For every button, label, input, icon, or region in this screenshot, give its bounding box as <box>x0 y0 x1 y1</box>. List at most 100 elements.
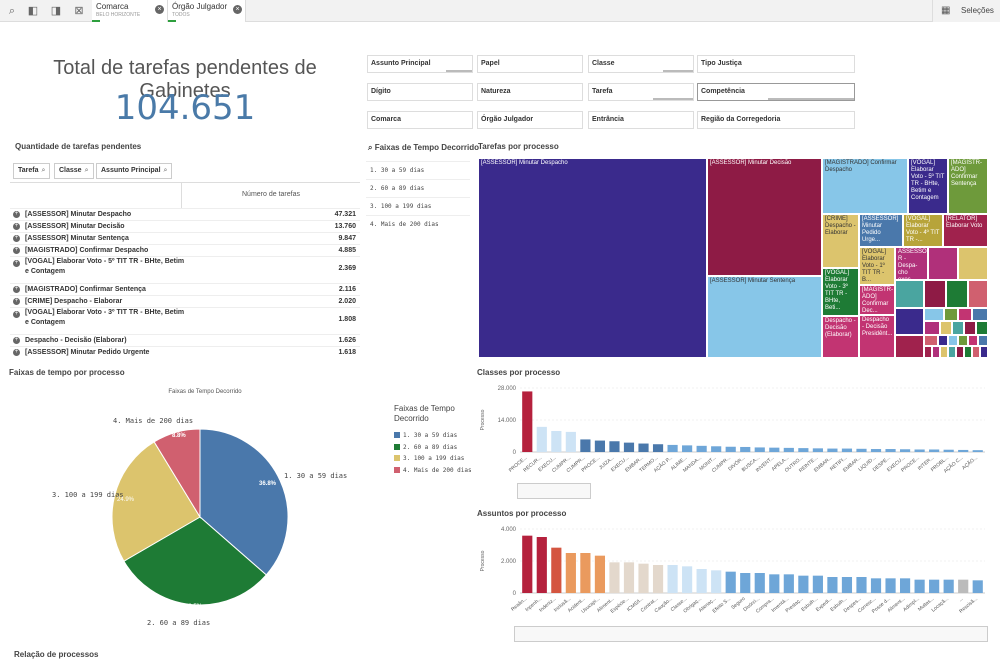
bar[interactable] <box>841 577 853 593</box>
expand-icon[interactable]: + <box>13 311 20 318</box>
filter-regi-o-da-corregedoria[interactable]: Região da Corregedoria <box>697 111 855 129</box>
bar[interactable] <box>522 535 533 593</box>
filter-natureza[interactable]: Natureza <box>477 83 583 101</box>
bar[interactable] <box>565 553 576 593</box>
filter-tarefa-button[interactable]: Tarefa ⌕ <box>13 163 51 179</box>
table-row[interactable]: + [ASSESSOR] Minutar Decisão 13.760 <box>10 220 360 231</box>
filter-assunto-principal[interactable]: Assunto Principal <box>367 55 473 73</box>
treemap-cell[interactable] <box>924 280 946 308</box>
treemap-cell[interactable]: [VOGAL] Elaborar Voto - 3º TIT TR - BHte… <box>822 268 859 316</box>
bar[interactable] <box>769 574 780 593</box>
bar[interactable] <box>899 449 911 452</box>
treemap-cell[interactable] <box>968 280 988 308</box>
bar[interactable] <box>929 449 940 452</box>
table-row[interactable]: + [CRIME] Despacho - Elaborar 2.020 <box>10 295 360 306</box>
filter-classe[interactable]: Classe <box>588 55 694 73</box>
selections-button[interactable]: ▦ Seleções <box>932 0 1000 22</box>
close-icon[interactable]: × <box>233 5 242 14</box>
treemap-cell[interactable] <box>924 346 932 358</box>
bar[interactable] <box>899 578 911 593</box>
smart-search-icon[interactable]: ⌕ <box>8 5 16 17</box>
treemap-cell[interactable] <box>924 335 938 346</box>
filter--rg-o-julgador[interactable]: Órgão Julgador <box>477 111 583 129</box>
treemap-cell[interactable] <box>946 280 968 308</box>
treemap-cell[interactable]: [VOGAL] Elaborar Voto - 4º TIT TR -... <box>903 214 943 247</box>
pie-slice[interactable] <box>199 428 289 576</box>
treemap-cell[interactable] <box>895 335 924 358</box>
treemap-cell[interactable] <box>958 335 968 346</box>
treemap-cell[interactable] <box>952 321 964 335</box>
clear-selections-icon[interactable]: ⊠ <box>74 5 84 17</box>
bar[interactable] <box>551 430 562 452</box>
treemap-cell[interactable]: [ASSESSOR] Minutar Decisão <box>707 158 822 276</box>
bar[interactable] <box>972 450 983 452</box>
selection-chip-comarca[interactable]: Comarca BELO HORIZONTE × <box>92 0 168 22</box>
bar[interactable] <box>958 449 969 452</box>
treemap-cell[interactable]: [ASSESSOR] Minutar Despacho <box>478 158 707 358</box>
bar[interactable] <box>638 443 649 452</box>
treemap-cell[interactable] <box>958 247 988 280</box>
treemap-cell[interactable] <box>938 335 948 346</box>
treemap-cell[interactable] <box>964 321 976 335</box>
assuntos-scrollbar[interactable] <box>514 626 988 642</box>
treemap-cell[interactable] <box>924 308 944 321</box>
treemap-cell[interactable] <box>944 308 958 321</box>
treemap-cell[interactable] <box>972 346 980 358</box>
table-row[interactable]: + [MAGISTRADO] Confirmar Sentença 2.116 <box>10 283 360 294</box>
classes-scrollbar[interactable] <box>517 483 591 499</box>
bar[interactable] <box>725 571 736 593</box>
treemap-cell[interactable]: Despacho - Decisão Presidênt... <box>859 315 895 358</box>
treemap-cell[interactable] <box>976 321 988 335</box>
filter-classe-button[interactable]: Classe ⌕ <box>54 163 94 179</box>
close-icon[interactable]: × <box>155 5 164 14</box>
bar[interactable] <box>565 431 576 452</box>
column-header[interactable]: Número de tarefas <box>181 182 360 208</box>
step-forward-icon[interactable]: ◨ <box>50 5 62 17</box>
filter-comarca[interactable]: Comarca <box>367 111 473 129</box>
bar[interactable] <box>841 448 853 452</box>
treemap-cell[interactable]: ASSESSO-R - Despa-cho exec... <box>895 247 928 280</box>
expand-icon[interactable]: + <box>13 211 20 218</box>
bar[interactable] <box>783 447 794 452</box>
treemap-cell[interactable] <box>958 308 972 321</box>
table-row[interactable]: + [VOGAL] Elaborar Voto - 5º TIT TR - BHt… <box>10 256 360 282</box>
filter-tarefa[interactable]: Tarefa <box>588 83 694 101</box>
bar[interactable] <box>856 577 867 593</box>
filter-d-gito[interactable]: Dígito <box>367 83 473 101</box>
bar[interactable] <box>914 579 925 593</box>
bar[interactable] <box>551 547 562 593</box>
filter-assunto-button[interactable]: Assunto Principal ⌕ <box>96 163 173 179</box>
bar[interactable] <box>972 580 983 593</box>
treemap-cell[interactable] <box>948 346 956 358</box>
bar[interactable] <box>536 537 547 593</box>
expand-icon[interactable]: + <box>13 298 20 305</box>
pie-slice[interactable] <box>153 428 201 519</box>
bar[interactable] <box>958 579 969 593</box>
bar[interactable] <box>783 574 794 593</box>
bar[interactable] <box>943 449 954 452</box>
table-row[interactable]: + [MAGISTRADO] Confirmar Despacho 4.885 <box>10 244 360 255</box>
table-row[interactable]: + [ASSESSOR] Minutar Pedido Urgente 1.618 <box>10 346 360 357</box>
bar[interactable] <box>914 449 925 452</box>
bar[interactable] <box>870 449 882 452</box>
treemap-cell[interactable] <box>924 321 940 335</box>
treemap-cell[interactable] <box>956 346 964 358</box>
treemap-cell[interactable] <box>940 321 952 335</box>
bar[interactable] <box>580 553 591 593</box>
faixa-list-item[interactable]: 1. 30 a 59 dias <box>366 161 470 179</box>
bar[interactable] <box>885 578 896 593</box>
bar[interactable] <box>638 563 649 593</box>
bar[interactable] <box>696 569 707 593</box>
bar[interactable] <box>536 426 547 452</box>
treemap-cell[interactable]: [CRIME] Despacho - Elaborar <box>822 214 859 268</box>
treemap-cell[interactable]: [ASSESSOR] Minutar Pedido Urge... <box>859 214 903 247</box>
legend-item[interactable]: 3. 100 a 199 dias <box>394 455 464 462</box>
treemap-cell[interactable] <box>932 346 940 358</box>
pie-slice[interactable] <box>111 441 201 562</box>
bar[interactable] <box>754 447 765 452</box>
filter-entr-ncia[interactable]: Entrância <box>588 111 694 129</box>
treemap-cell[interactable]: [MAGISTR-ADO] Confirmar Dec... <box>859 285 895 315</box>
treemap-cell[interactable] <box>978 335 988 346</box>
filter-compet-ncia[interactable]: Competência <box>697 83 855 101</box>
treemap-cell[interactable] <box>968 335 978 346</box>
